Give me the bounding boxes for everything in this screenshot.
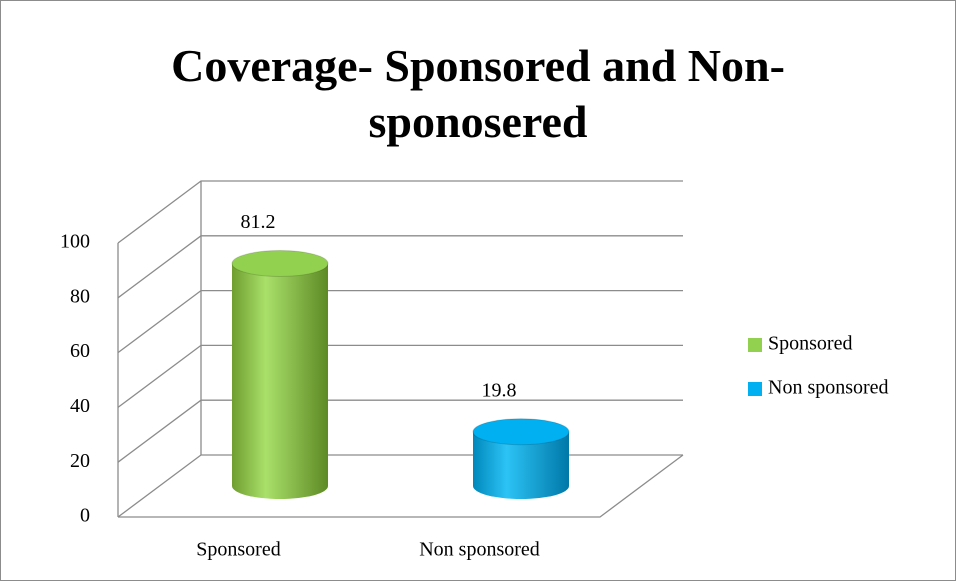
data-label: 19.8	[482, 379, 517, 401]
grid-line	[117, 454, 683, 518]
cylinder-top	[231, 250, 329, 278]
grid-line	[117, 180, 683, 244]
cylinder-body	[473, 431, 569, 499]
legend-swatch	[748, 382, 762, 396]
floor-edge	[118, 454, 684, 518]
chart-title: Coverage- Sponsored and Non-sponosered	[171, 40, 785, 147]
y-tick-label: 100	[60, 231, 90, 253]
cylinder-body	[232, 263, 328, 499]
grid-line	[117, 344, 683, 408]
y-tick-label: 0	[80, 505, 90, 527]
y-tick-label: 20	[70, 450, 90, 472]
legend-swatch	[748, 338, 762, 352]
y-tick-label: 40	[70, 395, 90, 417]
data-label: 81.2	[241, 211, 276, 233]
legend-label: Non sponsored	[768, 377, 889, 399]
x-tick-label: Sponsored	[196, 539, 280, 561]
grid-line	[117, 289, 683, 354]
cylinder-top	[472, 418, 570, 446]
grid-line	[117, 235, 683, 299]
legend-label: Sponsored	[768, 333, 852, 355]
y-tick-label: 60	[70, 340, 90, 362]
grid-line	[117, 399, 683, 463]
y-tick-label: 80	[70, 285, 90, 307]
x-tick-label: Non sponsored	[419, 539, 540, 561]
